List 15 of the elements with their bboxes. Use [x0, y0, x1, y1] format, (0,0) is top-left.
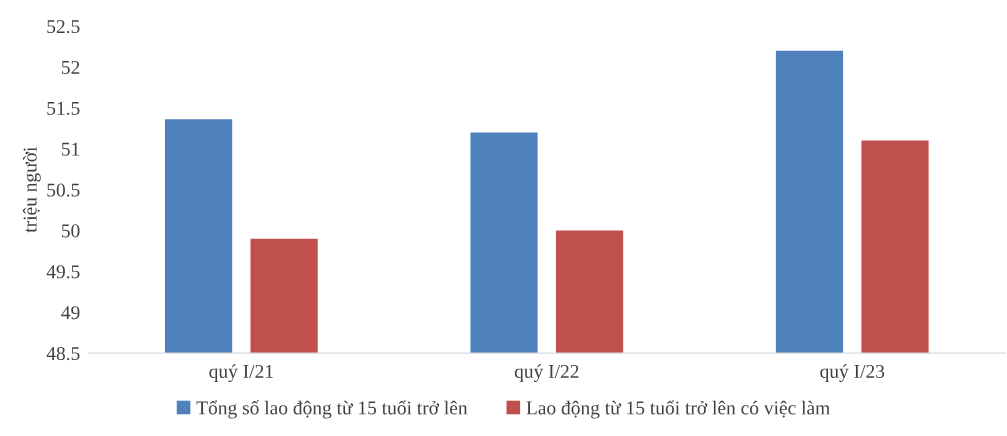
y-tick-label: 51.5: [47, 101, 80, 115]
y-tick-label: 50.5: [47, 183, 80, 197]
y-tick-label: 52: [61, 60, 80, 74]
y-axis-title: triệu người: [22, 146, 41, 233]
y-tick-label: 50: [61, 224, 80, 238]
x-tick-label: quý I/22: [514, 364, 579, 382]
legend-label: Lao động từ 15 tuổi trở lên có việc làm: [526, 400, 830, 419]
y-tick-label: 51: [61, 142, 80, 156]
legend-label: Tổng số lao động từ 15 tuổi trở lên: [196, 400, 468, 419]
x-tick-label: quý I/21: [209, 364, 273, 382]
y-tick-label: 49: [61, 306, 80, 320]
x-tick-label: quý I/23: [820, 364, 885, 382]
y-tick-label: 48.5: [46, 346, 80, 361]
y-tick-label: 52.5: [47, 20, 80, 34]
y-tick-label: 49.5: [46, 265, 80, 279]
